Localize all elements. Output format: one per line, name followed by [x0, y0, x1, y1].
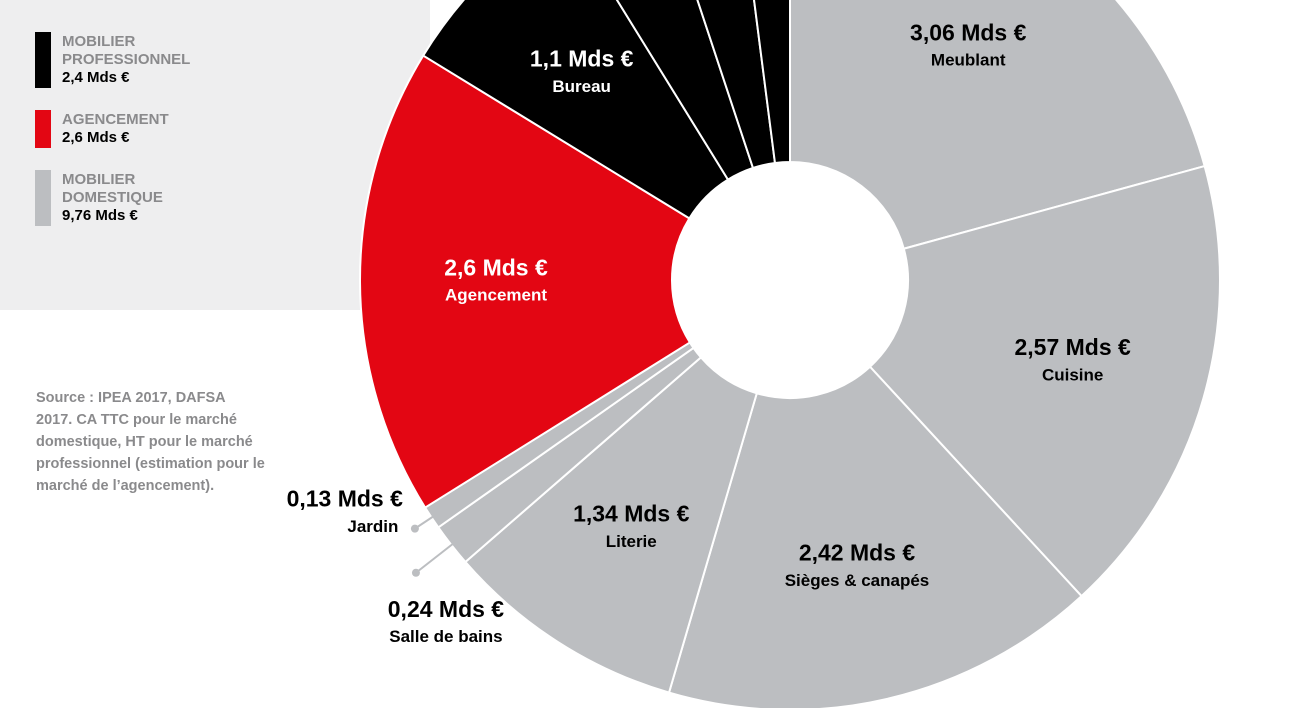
slice-value-label: 2,57 Mds €	[1014, 334, 1131, 360]
donut-slice	[463, 355, 759, 694]
donut-slice	[789, 0, 1206, 250]
donut-slice	[615, 0, 755, 181]
source-note: professionnel (estimation pour le	[36, 456, 265, 472]
donut-slice	[667, 365, 1083, 708]
leader-dot	[410, 524, 419, 533]
donut-slice	[421, 0, 730, 220]
donut-slice	[753, 0, 791, 165]
slice-value-label: 2,42 Mds €	[799, 539, 916, 565]
slice-value-label: 1,1 Mds €	[530, 46, 634, 72]
legend-name: AGENCEMENT	[62, 111, 169, 128]
slice-category-label: Agencement	[445, 286, 547, 305]
source-note: marché de l’agencement).	[36, 478, 214, 494]
legend-background	[0, 0, 430, 310]
legend-name: MOBILIER	[62, 33, 135, 50]
source-note: domestique, HT pour le marché	[36, 434, 253, 450]
legend-value: 9,76 Mds €	[62, 207, 139, 224]
slice-value-label: 0,13 Mds €	[287, 486, 404, 512]
slice-category-label: Literie	[606, 532, 657, 551]
leader-line	[415, 528, 472, 574]
legend-name: DOMESTIQUE	[62, 189, 163, 206]
legend-name: PROFESSIONNEL	[62, 51, 190, 68]
slice-category-label: Meublant	[931, 51, 1006, 70]
source-note: 2017. CA TTC pour le marché	[36, 412, 237, 428]
donut-slice	[868, 164, 1221, 598]
legend-name: MOBILIER	[62, 171, 135, 188]
slice-value-label: 0,24 Mds €	[388, 596, 505, 622]
slice-category-label: Sièges & canapés	[785, 571, 930, 590]
slice-category-label: Bureau	[552, 77, 611, 96]
legend-swatch	[35, 170, 51, 226]
slice-value-label: 2,6 Mds €	[444, 254, 548, 280]
source-note: Source : IPEA 2017, DAFSA	[36, 390, 226, 406]
leader-dot	[411, 568, 420, 577]
legend-value: 2,4 Mds €	[62, 69, 130, 86]
legend-swatch	[35, 110, 51, 148]
slice-category-label: Cuisine	[1042, 365, 1103, 384]
legend-value: 2,6 Mds €	[62, 129, 130, 146]
leader-line	[414, 502, 453, 530]
slice-value-label: 1,34 Mds €	[573, 501, 690, 527]
legend-swatch	[35, 32, 51, 88]
slice-value-label: 3,06 Mds €	[910, 19, 1027, 45]
slice-category-label: Salle de bains	[389, 627, 502, 646]
slice-category-label: Jardin	[347, 517, 398, 536]
